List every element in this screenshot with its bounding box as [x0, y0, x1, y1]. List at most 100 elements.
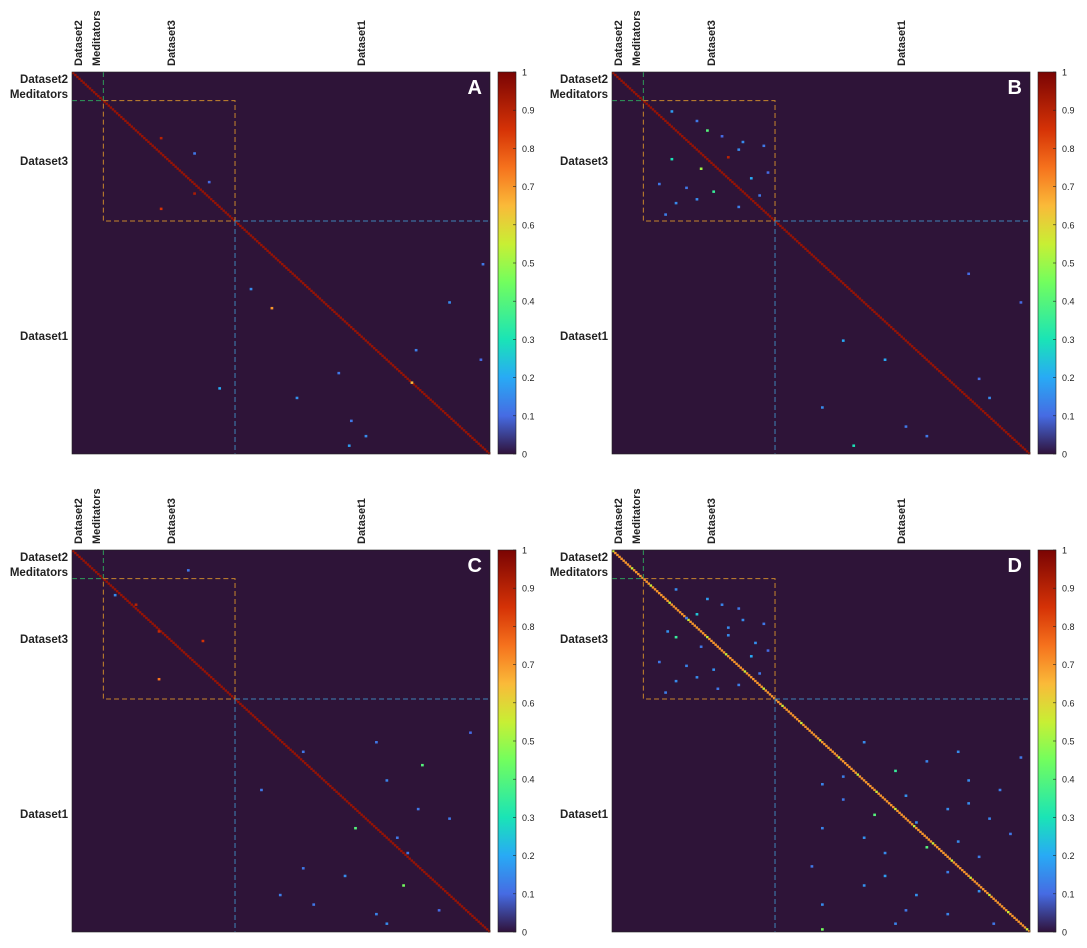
diagonal-cell	[741, 190, 745, 193]
panel-c: Dataset2 Meditators Dataset3 Dataset1 Datase…	[0, 478, 540, 948]
diagonal-cell	[216, 203, 219, 207]
top-group-label: Meditators	[631, 488, 643, 544]
diagonal-cell	[316, 773, 320, 776]
diagonal-cell	[341, 318, 345, 321]
left-group-label: Dataset3	[20, 634, 68, 646]
diagonal-cell	[1002, 429, 1006, 432]
diagonal-cell	[285, 744, 288, 748]
diagonal-cell	[377, 350, 380, 354]
diagonal-cell	[708, 159, 711, 163]
diagonal-cell	[701, 154, 705, 157]
diagonal-cell	[138, 611, 142, 614]
diagonal-cell	[818, 739, 822, 742]
diagonal-cell	[345, 322, 349, 325]
left-group-label: Meditators	[550, 89, 608, 101]
off-diagonal-cell	[479, 358, 483, 361]
diagonal-cell	[900, 813, 903, 816]
diagonal-cell	[178, 647, 182, 650]
diagonal-cell	[429, 876, 432, 879]
diagonal-cell	[772, 697, 776, 700]
colorbar-tick-label: 0.9	[1062, 106, 1075, 116]
diagonal-cell	[869, 784, 872, 788]
left-group-label: Dataset1	[20, 809, 69, 821]
diagonal-cell	[988, 893, 991, 897]
diagonal-cell	[306, 763, 309, 767]
diagonal-cell	[90, 567, 94, 570]
diagonal-cell	[469, 434, 472, 438]
off-diagonal-cell	[674, 588, 678, 591]
diagonal-cell	[212, 199, 215, 203]
diagonal-cell	[161, 154, 165, 157]
diagonal-cell	[714, 165, 717, 168]
diagonal-cell	[808, 729, 811, 732]
diagonal-cell	[1011, 914, 1014, 918]
diagonal-cell	[168, 637, 171, 641]
diagonal-cell	[798, 719, 801, 723]
diagonal-cell	[243, 228, 246, 231]
diagonal-cell	[630, 89, 634, 92]
diagonal-cell	[113, 588, 117, 591]
diagonal-cell	[272, 733, 276, 736]
diagonal-cell	[301, 282, 305, 285]
diagonal-cell	[645, 102, 648, 105]
colorbar-tick-label: 0.7	[522, 660, 535, 670]
diagonal-cell	[349, 804, 353, 807]
diagonal-cell	[754, 679, 757, 683]
top-group-label: Dataset3	[706, 498, 718, 544]
diagonal-cell	[839, 280, 843, 283]
top-group-label: Dataset2	[73, 20, 85, 66]
diagonal-cell	[406, 377, 409, 380]
colorbar-tick-label: 0.1	[1062, 889, 1075, 899]
diagonal-cell	[264, 247, 267, 251]
colorbar-tick-label: 1	[1062, 546, 1067, 556]
off-diagonal-cell	[925, 434, 929, 438]
diagonal-cell	[814, 735, 818, 738]
diagonal-cell	[462, 429, 466, 432]
diagonal-cell	[804, 725, 807, 729]
colorbar-tick-label: 0.9	[522, 106, 535, 116]
off-diagonal-cell	[375, 741, 378, 744]
diagonal-cell	[431, 400, 434, 403]
diagonal-cell	[846, 285, 849, 289]
diagonal-cell	[360, 335, 363, 338]
off-diagonal-cell	[821, 783, 824, 786]
diagonal-cell	[1017, 920, 1020, 923]
diagonal-cell	[151, 622, 154, 625]
diagonal-cell	[827, 268, 830, 272]
diagonal-cell	[864, 303, 868, 306]
off-diagonal-cell	[685, 664, 688, 668]
diagonal-cell	[674, 129, 678, 132]
off-diagonal-cell	[754, 641, 757, 645]
diagonal-cell	[149, 142, 152, 145]
diagonal-cell	[666, 599, 669, 602]
top-group-label: Dataset3	[706, 20, 718, 66]
diagonal-cell	[354, 807, 357, 811]
diagonal-cell	[155, 148, 159, 151]
diagonal-cell	[706, 157, 709, 161]
panel-a: Dataset2 Meditators Dataset3 Dataset1 Datase…	[0, 0, 540, 470]
diagonal-cell	[113, 110, 117, 113]
diagonal-cell	[802, 723, 805, 727]
diagonal-cell	[775, 220, 778, 224]
diagonal-cell	[833, 752, 837, 755]
diagonal-cell	[992, 897, 995, 900]
diagonal-cell	[195, 662, 198, 665]
diagonal-cell	[364, 817, 368, 820]
diagonal-cell	[105, 580, 108, 583]
diagonal-cell	[871, 308, 874, 312]
off-diagonal-cell	[410, 381, 414, 384]
diagonal-cell	[389, 362, 393, 365]
diagonal-cell	[747, 196, 751, 199]
diagonal-cell	[452, 419, 455, 422]
diagonal-cell	[120, 593, 123, 597]
diagonal-cell	[404, 853, 407, 856]
diagonal-cell	[209, 676, 213, 679]
off-diagonal-cell	[207, 180, 211, 184]
diagonal-cell	[446, 891, 449, 895]
diagonal-cell	[854, 293, 857, 296]
off-diagonal-cell	[720, 135, 724, 138]
colorbar-tick-label: 0	[522, 450, 527, 460]
diagonal-cell	[245, 230, 248, 233]
heatmap-c: Dataset2 Meditators Dataset3 Dataset1 Datase…	[10, 488, 535, 937]
diagonal-cell	[360, 813, 363, 816]
